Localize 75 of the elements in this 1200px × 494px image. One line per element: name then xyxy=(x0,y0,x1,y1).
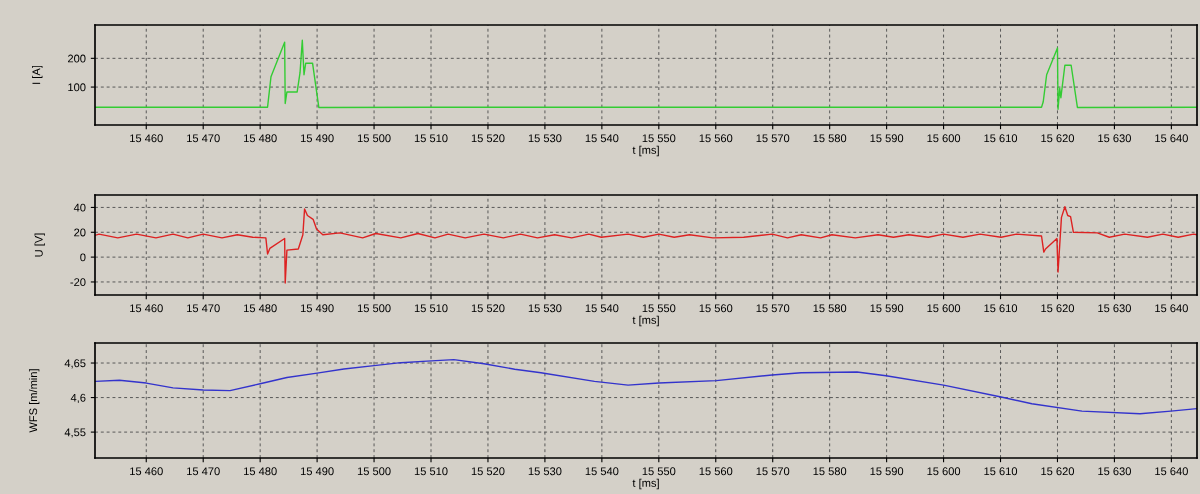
x-tick-label: 15 510 xyxy=(414,134,448,143)
x-tick-label: 15 520 xyxy=(471,304,505,313)
y-tick-label: 4,65 xyxy=(64,359,86,369)
line-series xyxy=(95,358,1197,415)
x-tick-label: 15 600 xyxy=(927,467,961,476)
line-series xyxy=(95,205,1197,284)
x-tick-label: 15 530 xyxy=(528,304,562,313)
y-axis-title: I [A] xyxy=(32,65,43,84)
x-tick-label: 15 640 xyxy=(1155,134,1188,143)
y-tick-label: 20 xyxy=(74,228,86,237)
x-tick-label: 15 560 xyxy=(699,304,733,313)
x-tick-label: 15 520 xyxy=(471,134,505,143)
x-tick-label: 15 560 xyxy=(699,134,733,143)
x-tick-label: 15 490 xyxy=(300,304,334,313)
x-tick-label: 15 570 xyxy=(756,304,790,313)
x-tick-label: 15 540 xyxy=(585,134,619,143)
x-tick-label: 15 480 xyxy=(244,304,277,313)
x-tick-label: 15 580 xyxy=(813,134,847,143)
x-tick-label: 15 640 xyxy=(1155,304,1188,313)
y-axis-title: U [V] xyxy=(34,233,45,257)
x-tick-label: 15 630 xyxy=(1098,467,1131,476)
y-tick-label: -20 xyxy=(70,278,86,287)
x-tick-label: 15 570 xyxy=(756,467,790,476)
x-tick-label: 15 540 xyxy=(585,304,619,313)
x-tick-label: 15 550 xyxy=(642,134,676,143)
x-tick-label: 15 540 xyxy=(585,467,619,476)
x-tick-label: 15 580 xyxy=(813,467,847,476)
x-tick-label: 15 460 xyxy=(130,304,163,313)
x-tick-label: 15 620 xyxy=(1041,467,1075,476)
x-tick-label: 15 470 xyxy=(187,304,220,313)
x-tick-label: 15 460 xyxy=(130,134,163,143)
x-tick-label: 15 490 xyxy=(300,134,334,143)
x-tick-label: 15 630 xyxy=(1098,304,1131,313)
x-tick-label: 15 470 xyxy=(187,467,220,476)
line-series xyxy=(95,39,1197,110)
x-tick-label: 15 500 xyxy=(357,304,391,313)
x-tick-label: 15 640 xyxy=(1155,467,1188,476)
x-tick-label: 15 500 xyxy=(357,134,391,143)
x-tick-label: 15 530 xyxy=(528,467,562,476)
x-tick-label: 15 600 xyxy=(927,134,961,143)
x-tick-label: 15 510 xyxy=(414,304,448,313)
x-tick-label: 15 610 xyxy=(984,134,1018,143)
y-axis-title: WFS [m/min] xyxy=(28,369,40,433)
x-tick-label: 15 600 xyxy=(927,304,961,313)
x-tick-label: 15 610 xyxy=(984,467,1018,476)
y-tick-label: 4,55 xyxy=(64,428,86,438)
x-tick-label: 15 510 xyxy=(414,467,448,476)
x-tick-label: 15 490 xyxy=(300,467,334,476)
y-tick-label: 100 xyxy=(68,83,86,92)
x-tick-label: 15 630 xyxy=(1098,134,1131,143)
x-tick-label: 15 610 xyxy=(984,304,1018,313)
x-tick-label: 15 480 xyxy=(244,467,277,476)
x-axis-title: t [ms] xyxy=(632,145,659,157)
x-axis-title: t [ms] xyxy=(632,315,659,327)
x-tick-label: 15 550 xyxy=(642,304,676,313)
x-tick-label: 15 620 xyxy=(1041,304,1075,313)
y-tick-label: 200 xyxy=(67,54,86,63)
x-tick-label: 15 530 xyxy=(528,134,562,143)
x-tick-label: 15 460 xyxy=(130,467,163,476)
x-axis-title: t [ms] xyxy=(632,478,659,490)
y-tick-label: 40 xyxy=(73,203,86,212)
x-tick-label: 15 560 xyxy=(699,467,733,476)
x-tick-label: 15 580 xyxy=(813,304,847,313)
y-tick-label: 0 xyxy=(80,253,86,262)
x-tick-label: 15 590 xyxy=(870,304,904,313)
x-tick-label: 15 590 xyxy=(870,467,904,476)
x-tick-label: 15 520 xyxy=(471,467,505,476)
x-tick-label: 15 500 xyxy=(357,467,391,476)
x-tick-label: 15 570 xyxy=(756,134,790,143)
x-tick-label: 15 590 xyxy=(870,134,904,143)
x-tick-label: 15 470 xyxy=(187,134,220,143)
y-tick-label: 4,6 xyxy=(70,393,86,404)
x-tick-label: 15 620 xyxy=(1041,134,1075,143)
x-tick-label: 15 550 xyxy=(642,467,676,476)
x-tick-label: 15 480 xyxy=(244,134,277,143)
